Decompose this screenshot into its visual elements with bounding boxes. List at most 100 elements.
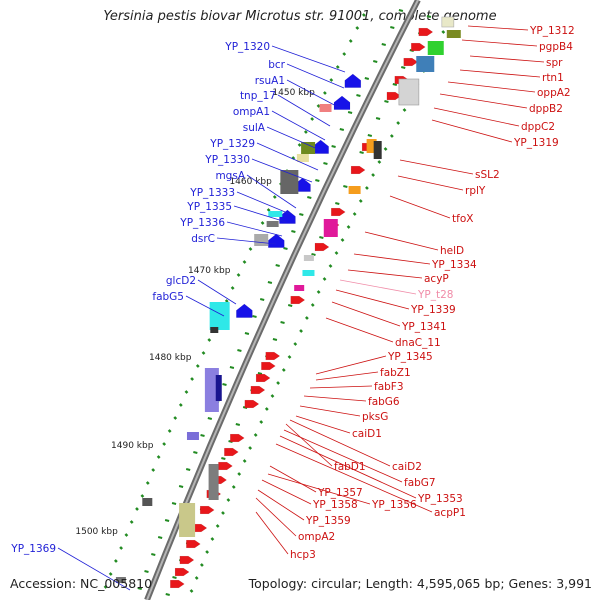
gene-arrow-forward bbox=[268, 233, 285, 248]
gene-arrow-reverse bbox=[261, 361, 276, 371]
gene-arrow-reverse bbox=[255, 373, 271, 383]
scale-tick bbox=[426, 15, 432, 18]
gene-arrow-reverse bbox=[244, 399, 260, 409]
scale-tick bbox=[185, 468, 191, 471]
label-leader bbox=[467, 25, 529, 31]
gene-arrow-reverse bbox=[170, 579, 185, 589]
gene-label-rsua1: rsuA1 bbox=[255, 75, 285, 87]
scale-tick bbox=[281, 368, 286, 372]
gene-block bbox=[179, 503, 196, 537]
scale-tick bbox=[365, 186, 369, 190]
gene-block bbox=[254, 234, 269, 246]
gene-arrow-reverse bbox=[230, 433, 245, 443]
label-leader bbox=[469, 55, 545, 63]
scale-tick bbox=[299, 329, 303, 333]
gene-label-mgsa: mgsA bbox=[215, 170, 245, 182]
scale-tick bbox=[184, 390, 189, 394]
scale-tick bbox=[229, 366, 235, 369]
scale-tick bbox=[215, 524, 220, 528]
gene-arrow-reverse bbox=[418, 27, 434, 37]
gene-label-dsrc: dsrC bbox=[191, 233, 215, 245]
scale-tick bbox=[287, 304, 293, 307]
label-leader bbox=[299, 405, 361, 417]
label-leader bbox=[261, 479, 312, 505]
scale-tick bbox=[257, 372, 263, 375]
scale-tick bbox=[173, 416, 178, 420]
gene-label-sula: sulA bbox=[243, 122, 266, 134]
gene-arrow-reverse bbox=[174, 567, 190, 577]
label-leader bbox=[353, 253, 431, 265]
label-leader bbox=[315, 371, 379, 381]
scale-tick bbox=[164, 519, 170, 522]
gene-label-caid1: caiD1 bbox=[352, 428, 382, 440]
scale-label: 1460 kbp bbox=[229, 177, 272, 187]
label-leader bbox=[271, 45, 346, 73]
scale-tick bbox=[224, 299, 229, 303]
scale-tick bbox=[352, 212, 357, 216]
gene-label-yp-1334: YP_1334 bbox=[431, 259, 477, 271]
scale-tick bbox=[137, 587, 142, 590]
gene-arrow-forward bbox=[344, 73, 362, 88]
gene-label-yp-1319: YP_1319 bbox=[513, 137, 559, 149]
gene-label-yp-1333: YP_1333 bbox=[189, 187, 235, 199]
scale-tick bbox=[171, 502, 177, 505]
gene-block bbox=[210, 327, 219, 333]
gene-arrow-reverse bbox=[179, 555, 195, 565]
label-leader bbox=[431, 119, 513, 143]
scale-tick bbox=[347, 111, 353, 114]
gene-label-fabg6: fabG6 bbox=[368, 396, 400, 408]
label-leader bbox=[389, 195, 451, 219]
gene-block bbox=[268, 211, 283, 217]
scale-tick bbox=[371, 173, 375, 177]
gene-label-ssl2: sSL2 bbox=[475, 169, 500, 181]
scale-tick bbox=[207, 338, 212, 342]
scale-tick bbox=[381, 43, 386, 46]
gene-block bbox=[294, 285, 305, 291]
scale-tick bbox=[398, 9, 404, 12]
scale-tick bbox=[272, 195, 277, 199]
label-leader bbox=[286, 79, 341, 109]
label-leader bbox=[257, 489, 305, 521]
scale-tick bbox=[389, 134, 394, 138]
gene-label-fabf3: fabF3 bbox=[374, 381, 404, 393]
scale-tick bbox=[267, 281, 273, 284]
scale-label: 1490 kbp bbox=[111, 441, 154, 451]
scale-tick bbox=[373, 60, 378, 63]
scale-tick bbox=[242, 459, 247, 463]
gene-label-yp-1345: YP_1345 bbox=[387, 351, 433, 363]
scale-tick bbox=[275, 264, 280, 267]
scale-tick bbox=[390, 26, 395, 29]
label-leader bbox=[459, 69, 541, 78]
gene-block bbox=[301, 142, 316, 154]
scale-tick bbox=[441, 30, 446, 34]
scale-tick bbox=[297, 143, 302, 147]
label-leader bbox=[433, 107, 520, 127]
scale-tick bbox=[235, 423, 241, 426]
gene-block bbox=[115, 577, 126, 583]
gene-arrow-reverse bbox=[224, 447, 239, 457]
scale-tick bbox=[401, 66, 406, 69]
label-leader bbox=[325, 317, 394, 343]
gene-label-glcd2: glcD2 bbox=[166, 275, 196, 287]
scale-tick bbox=[193, 451, 198, 454]
label-leader bbox=[335, 289, 410, 310]
label-leader bbox=[256, 142, 319, 171]
scale-tick bbox=[293, 342, 298, 346]
scale-tick bbox=[119, 546, 124, 550]
gene-label-spr: spr bbox=[546, 57, 563, 69]
scale-tick bbox=[299, 213, 304, 216]
scale-tick bbox=[316, 290, 321, 294]
scale-tick bbox=[259, 298, 265, 301]
gene-block bbox=[302, 270, 315, 276]
gene-block bbox=[296, 154, 309, 162]
label-leader bbox=[255, 497, 297, 537]
scale-tick bbox=[162, 442, 167, 446]
scale-tick bbox=[207, 417, 213, 420]
label-leader bbox=[439, 93, 528, 109]
scale-tick bbox=[367, 134, 373, 137]
gene-block bbox=[142, 498, 153, 506]
label-leader bbox=[309, 385, 373, 389]
scale-tick bbox=[259, 420, 264, 424]
label-leader bbox=[399, 159, 474, 175]
